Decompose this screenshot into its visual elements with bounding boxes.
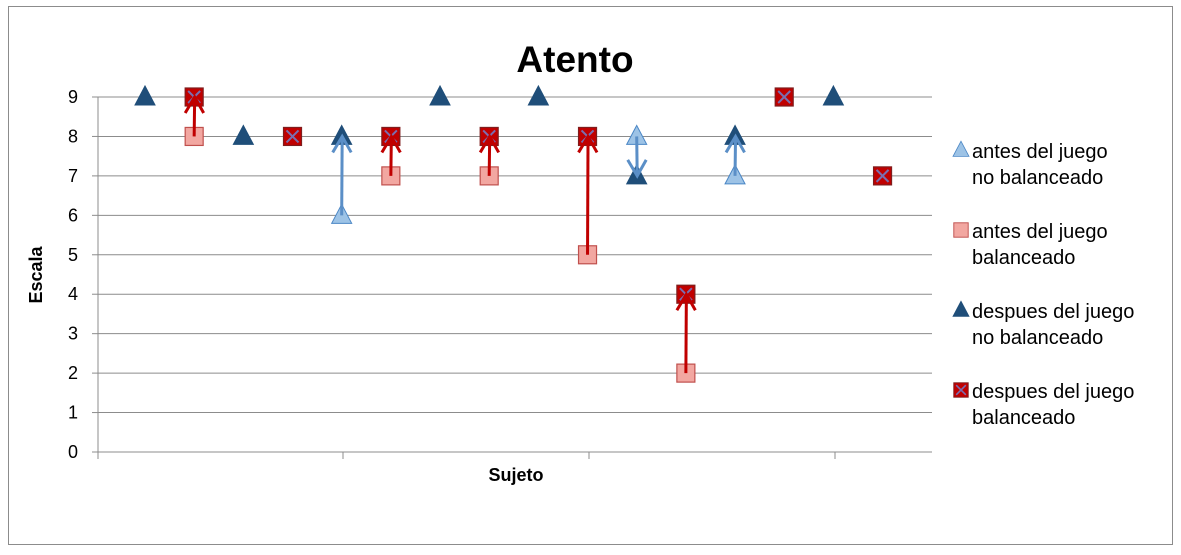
legend-marker (952, 300, 970, 317)
legend-marker (952, 140, 970, 157)
marker-series-4 (872, 166, 893, 186)
y-tick-label: 2 (68, 363, 78, 383)
legend-label-line1: despues del juego (972, 381, 1134, 403)
data-markers (134, 84, 893, 383)
legend-label-line2: balanceado (972, 247, 1075, 269)
chart-title: Atento (516, 39, 633, 80)
legend-item-3: despues del juego no balanceado (952, 300, 1134, 349)
legend-item-4: despues del juego balanceado (953, 381, 1134, 429)
y-tick-label: 9 (68, 87, 78, 107)
marker-series-4 (282, 126, 303, 147)
axes: 0 1 2 3 4 5 6 7 8 9 (68, 87, 932, 462)
change-arrow (626, 136, 648, 179)
change-arrows (183, 94, 746, 374)
marker-series-3 (232, 124, 255, 145)
marker-series-3 (429, 84, 451, 106)
change-arrow (675, 291, 697, 374)
legend-marker (953, 222, 969, 238)
y-tick-label: 8 (68, 126, 78, 146)
legend-label-line1: antes del juego (972, 221, 1108, 243)
change-arrow (380, 133, 402, 176)
gridlines (98, 96, 932, 414)
chart-border (8, 6, 1173, 545)
legend-label-line2: no balanceado (972, 167, 1103, 189)
change-arrow (724, 133, 746, 176)
change-arrow (331, 133, 353, 216)
marker-series-3 (134, 84, 156, 106)
change-arrow (183, 94, 205, 137)
y-tick-label: 1 (68, 403, 78, 423)
legend-item-2: antes del juego balanceado (953, 221, 1108, 269)
marker-series-3 (822, 84, 845, 106)
legend-label-line2: no balanceado (972, 327, 1103, 349)
legend-label-line1: antes del juego (972, 141, 1108, 163)
change-arrow (577, 133, 599, 255)
legend-item-1: antes del juego no balanceado (952, 140, 1108, 189)
y-tick-label: 6 (68, 205, 78, 225)
x-axis-label: Sujeto (488, 465, 543, 485)
legend-marker (953, 382, 969, 398)
y-tick-label: 0 (68, 442, 78, 462)
legend-label-line1: despues del juego (972, 301, 1134, 323)
marker-series-3 (527, 84, 550, 106)
y-tick-label: 3 (68, 324, 78, 344)
change-arrow (478, 133, 500, 176)
marker-series-4 (774, 87, 794, 107)
y-axis-label: Escala (26, 245, 46, 303)
y-tick-label: 7 (68, 166, 78, 186)
legend-label-line2: balanceado (972, 407, 1075, 429)
y-tick-label: 5 (68, 245, 78, 265)
y-tick-label: 4 (68, 284, 78, 304)
